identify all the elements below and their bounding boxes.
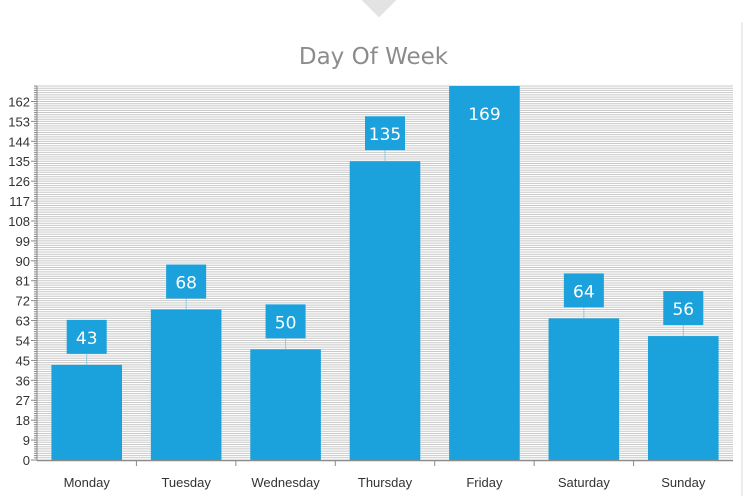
data-label-box [365, 116, 405, 151]
y-tick-label: 144 [8, 134, 30, 149]
data-label: 169 [468, 105, 500, 125]
y-tick-label: 0 [23, 453, 30, 468]
y-axis-ticks: 0 9 18 27 36 45 54 63 72 81 90 99 108 117 126 135 144 153… [8, 94, 37, 468]
bar-thursday [349, 161, 421, 460]
panel-divider [741, 22, 743, 496]
y-tick-label: 18 [16, 413, 30, 428]
y-tick-label: 36 [16, 373, 30, 388]
y-tick-label: 153 [8, 114, 30, 129]
bar-tuesday [150, 309, 222, 460]
bar-friday [449, 86, 520, 460]
y-tick-label: 63 [16, 314, 30, 329]
y-tick-label: 108 [8, 214, 30, 229]
data-label: 64 [573, 282, 595, 302]
axes [34, 85, 733, 466]
y-tick-label: 72 [16, 294, 30, 309]
y-tick-label: 9 [23, 433, 30, 448]
x-tick-label: Tuesday [161, 475, 211, 490]
data-label: 135 [369, 125, 401, 145]
data-label-box [66, 319, 107, 354]
y-tick-label: 45 [16, 353, 30, 368]
y-tick-label: 126 [8, 174, 30, 189]
x-tick-label: Sunday [661, 475, 706, 490]
data-label-box [265, 304, 306, 339]
data-label: 68 [175, 274, 197, 294]
x-tick-label: Thursday [358, 475, 413, 490]
bar-sunday [647, 336, 719, 460]
bar-wednesday [250, 349, 321, 460]
y-tick-label: 117 [9, 194, 30, 209]
x-tick-label: Wednesday [251, 475, 320, 490]
y-tick-label: 27 [16, 393, 30, 408]
data-label-box [563, 273, 604, 308]
data-label: 56 [672, 300, 694, 320]
x-axis-labels: Monday Tuesday Wednesday Thursday Friday Satu… [64, 475, 706, 490]
data-label-box [663, 291, 704, 326]
bar-saturday [548, 318, 620, 460]
bar-monday [51, 364, 123, 460]
y-tick-label: 54 [16, 333, 30, 348]
y-tick-label: 90 [16, 254, 30, 269]
x-tick-label: Monday [64, 475, 111, 490]
chart-title: Day Of Week [298, 44, 449, 70]
data-label-box [166, 264, 207, 299]
y-tick-label: 162 [8, 94, 30, 109]
y-tick-label: 81 [16, 274, 30, 289]
data-label: 50 [275, 313, 297, 333]
x-tick-label: Friday [466, 475, 503, 490]
data-labels: 43 68 50 135 169 64 56 [66, 105, 704, 365]
data-label: 43 [76, 329, 98, 349]
bars [51, 86, 719, 460]
x-tick-label: Saturday [558, 475, 611, 490]
y-tick-label: 99 [16, 234, 30, 249]
y-tick-label: 135 [8, 154, 30, 169]
